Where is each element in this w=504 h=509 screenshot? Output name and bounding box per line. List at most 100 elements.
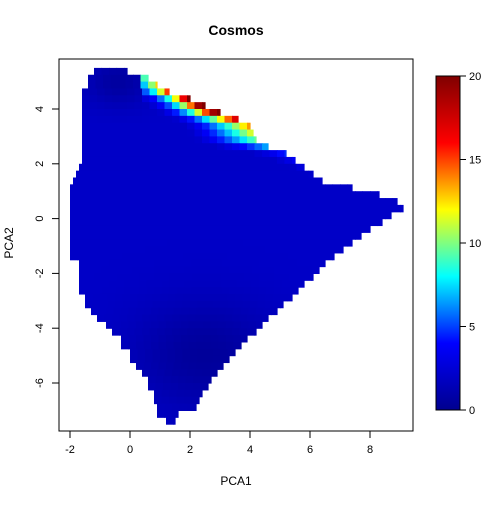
heatmap-cell	[347, 204, 356, 213]
heatmap-cell	[191, 259, 200, 268]
heatmap-cell	[181, 170, 190, 179]
heatmap-cell	[221, 280, 230, 288]
heatmap-cell	[173, 335, 182, 343]
heatmap-cell	[194, 369, 203, 377]
heatmap-cell	[325, 184, 334, 192]
heatmap-cell	[302, 252, 311, 261]
heatmap-cell	[142, 328, 151, 336]
heatmap-cell	[317, 191, 326, 199]
heatmap-cell	[212, 239, 221, 247]
heatmap-cell	[142, 95, 151, 103]
heatmap-cell	[109, 259, 118, 268]
heatmap-cell	[194, 156, 203, 165]
heatmap-cell	[152, 300, 161, 309]
heatmap-cell	[302, 198, 311, 206]
heatmap-cell	[214, 266, 223, 274]
heatmap-cell	[124, 273, 133, 281]
heatmap-cell	[94, 259, 103, 268]
heatmap-cell	[205, 225, 214, 233]
heatmap-cell	[236, 280, 245, 288]
x-axis-label: PCA1	[220, 474, 252, 488]
heatmap-cell	[152, 293, 161, 302]
heatmap-cell	[112, 115, 121, 124]
heatmap-cell	[122, 252, 131, 261]
heatmap-cell	[137, 184, 146, 192]
heatmap-cell	[304, 259, 313, 268]
heatmap-cell	[101, 280, 110, 288]
heatmap-cell	[160, 191, 169, 199]
heatmap-cell	[295, 184, 304, 192]
heatmap-cell	[274, 280, 283, 288]
heatmap-cell	[89, 109, 98, 117]
heatmap-cell	[101, 163, 110, 172]
heatmap-cell	[196, 341, 205, 350]
heatmap-cell	[263, 170, 272, 179]
heatmap-cell	[86, 287, 95, 295]
heatmap-cell	[265, 232, 274, 240]
heatmap-cell	[239, 122, 248, 131]
heatmap-cell	[161, 273, 170, 281]
heatmap-cell	[262, 156, 271, 165]
heatmap-cell	[139, 266, 148, 274]
heatmap-cell	[130, 191, 139, 199]
heatmap-cell	[110, 74, 119, 83]
heatmap-cell	[107, 184, 116, 192]
heatmap-cell	[310, 225, 319, 233]
heatmap-cell	[119, 109, 128, 117]
heatmap-cell	[82, 115, 91, 124]
heatmap-cell	[317, 232, 326, 240]
heatmap-cell	[119, 143, 128, 151]
heatmap-cell	[160, 293, 169, 302]
heatmap-cell	[136, 170, 145, 179]
heatmap-cell	[134, 122, 143, 131]
heatmap-cell	[355, 225, 364, 233]
heatmap-cell	[257, 204, 266, 213]
heatmap-cell	[167, 198, 176, 206]
heatmap-cell	[173, 307, 182, 316]
heatmap-cell	[235, 184, 244, 192]
heatmap-cell	[289, 163, 298, 172]
heatmap-cell	[101, 259, 110, 268]
heatmap-cell	[289, 273, 298, 281]
heatmap-cell	[220, 211, 229, 220]
heatmap-cell	[94, 266, 103, 274]
heatmap-cell	[241, 335, 248, 343]
heatmap-cell	[190, 225, 199, 233]
heatmap-cell	[194, 143, 203, 151]
heatmap-cell	[143, 362, 152, 370]
heatmap-cell	[184, 287, 193, 295]
heatmap-cell	[241, 321, 250, 329]
heatmap-cell	[190, 246, 199, 254]
heatmap-cell	[164, 115, 173, 124]
heatmap-cell	[257, 300, 266, 309]
heatmap-cell	[154, 280, 163, 288]
heatmap-cell	[175, 300, 184, 309]
heatmap-cell	[280, 252, 289, 261]
heatmap-cell	[142, 314, 151, 322]
heatmap-cell	[209, 122, 218, 131]
heatmap-cell	[154, 389, 163, 398]
heatmap-cell	[265, 218, 274, 227]
heatmap-cell	[157, 369, 166, 377]
heatmap-cell	[319, 259, 326, 268]
heatmap-cell	[136, 335, 145, 343]
y-axis-label: PCA2	[2, 227, 16, 259]
heatmap-cell	[164, 410, 173, 418]
heatmap-cell	[250, 198, 259, 206]
heatmap-cell	[92, 191, 101, 199]
heatmap-cell	[250, 239, 259, 247]
heatmap-cell	[119, 122, 128, 131]
heatmap-cell	[224, 115, 233, 124]
heatmap-cell	[296, 266, 305, 274]
heatmap-cell	[317, 246, 326, 254]
heatmap-cell	[247, 122, 251, 131]
heatmap-cell	[296, 273, 305, 281]
heatmap-cell	[347, 239, 353, 247]
heatmap-cell	[217, 129, 226, 137]
heatmap-cell	[281, 163, 290, 172]
heatmap-cell	[122, 300, 131, 309]
heatmap-cell	[169, 259, 178, 268]
heatmap-cell	[247, 314, 256, 322]
heatmap-cell	[184, 163, 193, 172]
heatmap-cell	[110, 81, 119, 90]
